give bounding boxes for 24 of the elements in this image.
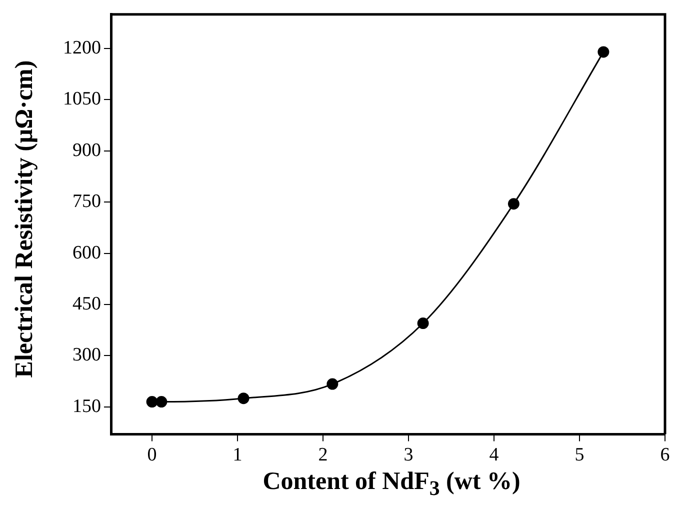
point [417,318,429,330]
y-tick-label: 1200 [63,38,101,59]
x-tick-label: 6 [660,444,670,466]
x-tick-label: 5 [574,444,584,466]
y-tick-label: 600 [72,242,101,264]
x-tick-label: 2 [318,444,328,466]
x-tick-label: 4 [489,444,500,466]
point [598,46,610,58]
y-tick-label: 1050 [63,88,101,110]
x-axis-title: Content of NdF$_{3}$ (wt %) [262,468,522,501]
point [326,378,338,390]
y-tick-label: 300 [72,344,101,366]
x-tick-label: 3 [404,444,414,466]
y-tick-label: 900 [72,140,101,161]
point [156,396,168,408]
x-tick-label: 0 [147,444,157,466]
y-tick-label: 750 [72,191,101,212]
y-tick-label: 450 [72,293,101,314]
y-tick-label: 150 [72,396,101,417]
point [146,396,158,408]
x-tick-label: 1 [232,444,242,466]
point [238,392,250,404]
point [508,198,520,210]
y-axis-title: Electrical Resistivity (μΩ·cm) [11,59,39,380]
